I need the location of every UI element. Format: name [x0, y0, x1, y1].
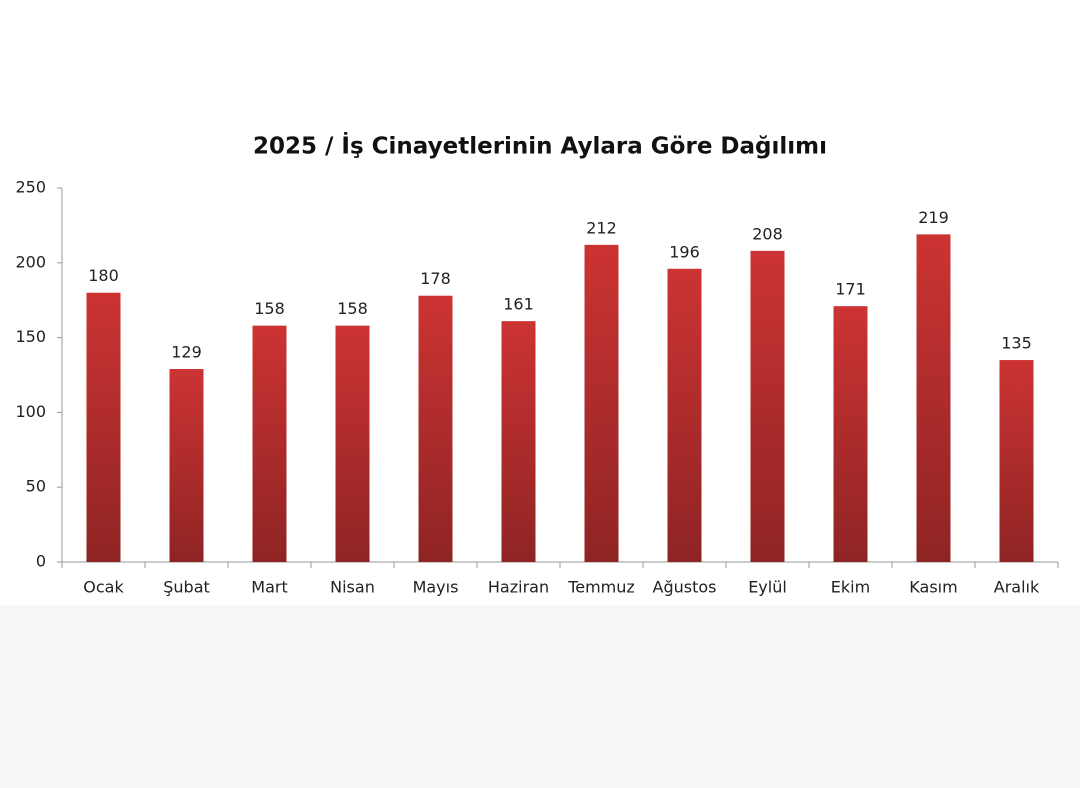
- x-tick-label: Ağustos: [653, 578, 717, 597]
- y-tick-label: 100: [15, 402, 46, 421]
- x-tick-label: Eylül: [748, 578, 787, 597]
- bar: [916, 234, 951, 562]
- y-tick-label: 150: [15, 327, 46, 346]
- bar: [750, 250, 785, 562]
- bar: [335, 325, 370, 562]
- bar: [999, 360, 1034, 562]
- x-tick-label: Aralık: [994, 578, 1040, 597]
- y-tick-label: 0: [36, 552, 46, 571]
- y-tick-label: 250: [15, 178, 46, 197]
- data-label: 196: [669, 242, 700, 261]
- x-tick-label: Haziran: [488, 578, 549, 597]
- x-tick-label: Nisan: [330, 578, 375, 597]
- bar: [584, 244, 619, 562]
- data-label: 161: [503, 295, 534, 314]
- data-label: 212: [586, 218, 617, 237]
- x-tick-label: Ocak: [83, 578, 124, 597]
- bar: [501, 321, 536, 562]
- data-label: 180: [88, 266, 119, 285]
- x-tick-label: Şubat: [163, 578, 210, 597]
- data-label: 135: [1001, 334, 1032, 353]
- bar: [169, 369, 204, 562]
- data-label: 178: [420, 269, 451, 288]
- data-label: 158: [337, 299, 368, 318]
- x-tick-label: Kasım: [909, 578, 957, 597]
- y-tick-label: 200: [15, 252, 46, 271]
- y-tick-label: 50: [26, 477, 46, 496]
- data-label: 219: [918, 208, 949, 227]
- bar: [86, 292, 121, 562]
- x-tick-label: Mart: [251, 578, 287, 597]
- bar: [833, 306, 868, 562]
- data-label: 129: [171, 343, 202, 362]
- data-label: 171: [835, 280, 866, 299]
- data-label: 158: [254, 299, 285, 318]
- x-tick-label: Temmuz: [567, 578, 635, 597]
- lower-background: [0, 605, 1080, 788]
- bar: [418, 295, 453, 562]
- bar: [667, 268, 702, 562]
- bar: [252, 325, 287, 562]
- x-tick-label: Mayıs: [413, 578, 459, 597]
- chart-title: 2025 / İş Cinayetlerinin Aylara Göre Dağ…: [253, 132, 827, 160]
- data-label: 208: [752, 224, 783, 243]
- x-tick-label: Ekim: [831, 578, 870, 597]
